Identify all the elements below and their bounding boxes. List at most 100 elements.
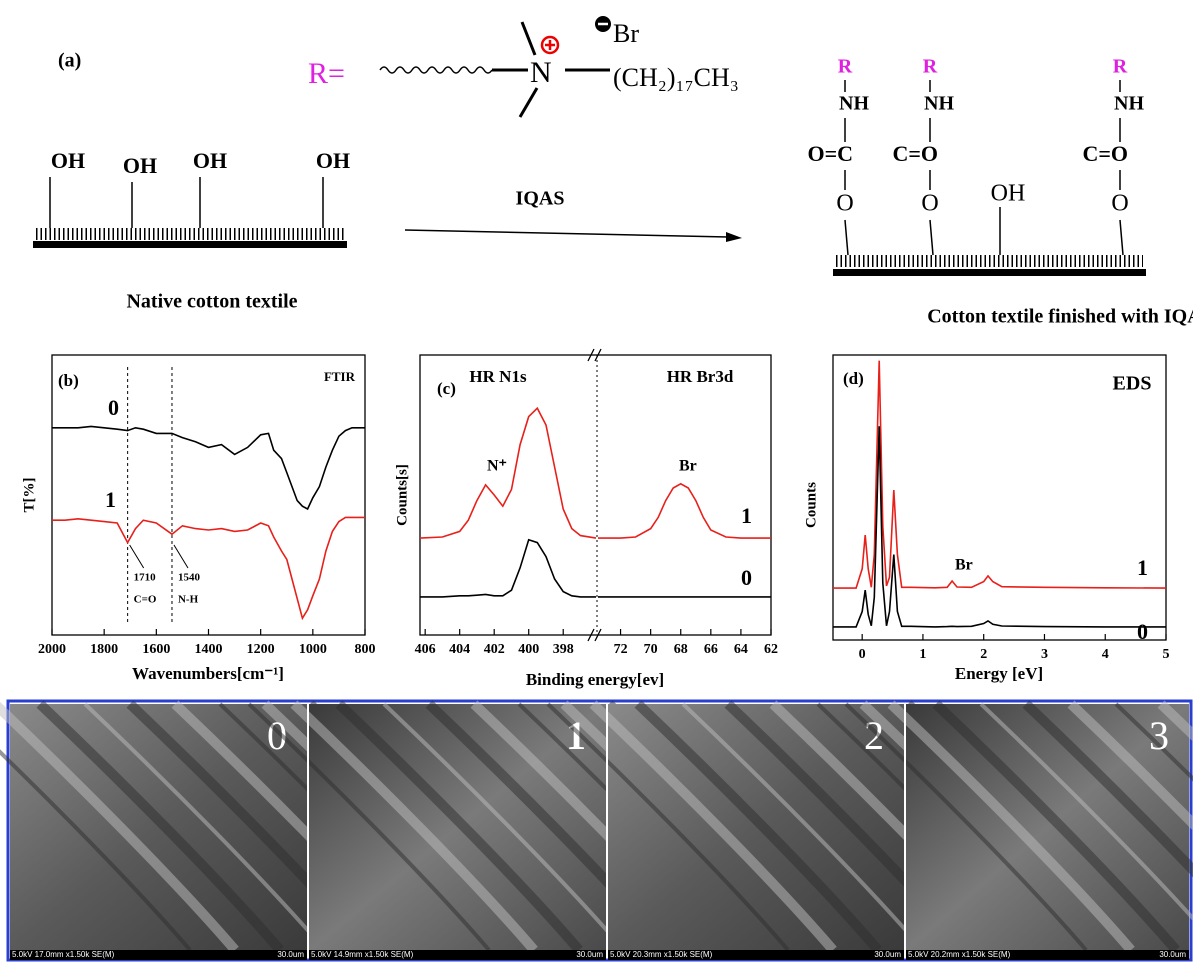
series-line xyxy=(52,516,365,621)
x-tick-label: 1400 xyxy=(195,642,223,657)
carbonyl: C=O xyxy=(1082,141,1128,166)
x-tick-label: 64 xyxy=(734,642,748,657)
x-tick-label: 404 xyxy=(449,642,470,657)
fiber xyxy=(36,700,284,954)
series-line xyxy=(833,360,1167,589)
x-axis-label: Wavenumbers[cm⁻¹] xyxy=(132,664,284,683)
fiber xyxy=(932,700,1180,954)
x-tick-label: 400 xyxy=(518,642,539,657)
plot-frame xyxy=(51,354,366,636)
fiber xyxy=(1022,700,1193,878)
marker-value: 1540 xyxy=(178,572,201,584)
annotation: (d) xyxy=(843,369,864,388)
positive-charge xyxy=(540,35,560,55)
micrograph-label: 3 xyxy=(1149,713,1169,758)
caption: Native cotton textile xyxy=(126,291,297,313)
r-group: R xyxy=(838,56,853,78)
fiber xyxy=(0,701,239,954)
r-group: R xyxy=(1113,56,1128,78)
series-label: 0 xyxy=(1137,619,1148,644)
x-tick-label: 1200 xyxy=(247,642,275,657)
x-tick-label: 1000 xyxy=(299,642,327,657)
y-axis-label: Counts xyxy=(803,482,819,528)
carbonyl: O=C xyxy=(807,141,853,166)
fiber xyxy=(1067,700,1193,831)
x-tick-label: 1 xyxy=(919,647,926,662)
micrograph-info: 5.0kV 14.9mm x1.50k SE(M) xyxy=(311,950,414,959)
fiber xyxy=(979,702,1193,922)
plot-frame xyxy=(832,354,1167,641)
hydroxyl: OH xyxy=(51,148,85,173)
x-tick-label: 66 xyxy=(704,642,718,657)
hydroxyl: OH xyxy=(123,153,157,178)
fiber xyxy=(634,700,882,954)
fiber xyxy=(290,700,538,954)
series-line xyxy=(419,406,597,539)
r-definition: R= xyxy=(308,57,345,90)
x-tick-label: 800 xyxy=(355,642,376,657)
x-tick-label: 1600 xyxy=(142,642,170,657)
scale-label: 30.0um xyxy=(874,950,901,959)
series-label: 1 xyxy=(105,487,116,512)
x-axis-label: Energy [eV] xyxy=(955,664,1043,683)
fiber xyxy=(83,702,327,952)
scale-label: 30.0um xyxy=(576,950,603,959)
x-tick-label: 68 xyxy=(674,642,688,657)
arrowhead xyxy=(726,232,742,242)
fiber xyxy=(247,702,491,952)
fiber xyxy=(681,702,925,952)
bond xyxy=(844,219,849,256)
r-group: R xyxy=(923,56,938,78)
marker-label: C=O xyxy=(134,594,157,606)
info-bar xyxy=(10,950,307,960)
axis-break xyxy=(587,348,602,642)
hydroxyl: OH xyxy=(316,148,350,173)
annotation: (c) xyxy=(437,379,456,398)
caption: Cotton textile finished with IQAS xyxy=(927,306,1193,328)
amide: NH xyxy=(839,93,869,115)
y-axis-label: Counts[s] xyxy=(394,464,410,526)
series-label: 1 xyxy=(1137,555,1148,580)
x-tick-label: 72 xyxy=(614,642,628,657)
alkyl-chain: (CH₂)₁₇CH₃ xyxy=(613,63,739,92)
marker-label: N-H xyxy=(178,594,199,606)
surface xyxy=(33,241,347,248)
bond xyxy=(520,21,537,56)
chart-title: FTIR xyxy=(324,369,356,384)
amide: NH xyxy=(1114,93,1144,115)
x-tick-label: 398 xyxy=(553,642,574,657)
oxygen: O xyxy=(921,191,938,217)
marker-value: 1710 xyxy=(134,572,157,584)
info-bar xyxy=(906,950,1189,960)
bond xyxy=(518,87,539,118)
x-tick-label: 402 xyxy=(484,642,505,657)
fiber xyxy=(546,702,790,952)
annotation: N⁺ xyxy=(487,458,507,475)
series-line xyxy=(52,425,365,511)
series-label: 1 xyxy=(741,503,752,528)
hydroxyl: OH xyxy=(991,181,1026,207)
info-bar xyxy=(608,950,904,960)
positive-charge xyxy=(545,40,555,50)
series-line xyxy=(833,426,1166,628)
micrograph-info: 5.0kV 17.0mm x1.50k SE(M) xyxy=(12,950,115,959)
carbonyl: C=O xyxy=(892,141,938,166)
bond xyxy=(1119,219,1124,256)
x-tick-label: 4 xyxy=(1102,647,1109,662)
scale-label: 30.0um xyxy=(1159,950,1186,959)
x-tick-label: 2000 xyxy=(38,642,66,657)
scale-label: 30.0um xyxy=(277,950,304,959)
annotation: Br xyxy=(955,557,973,574)
info-bar xyxy=(309,950,606,960)
micrograph-info: 5.0kV 20.3mm x1.50k SE(M) xyxy=(610,950,713,959)
oxygen: O xyxy=(1111,191,1128,217)
series-label: 0 xyxy=(108,395,119,420)
x-tick-label: 1800 xyxy=(90,642,118,657)
oxygen: O xyxy=(836,191,853,217)
x-tick-label: 406 xyxy=(415,642,436,657)
fiber xyxy=(589,700,837,954)
chart-title: HR Br3d xyxy=(667,367,734,386)
x-tick-label: 3 xyxy=(1041,647,1048,662)
marker-arrow xyxy=(129,544,145,569)
